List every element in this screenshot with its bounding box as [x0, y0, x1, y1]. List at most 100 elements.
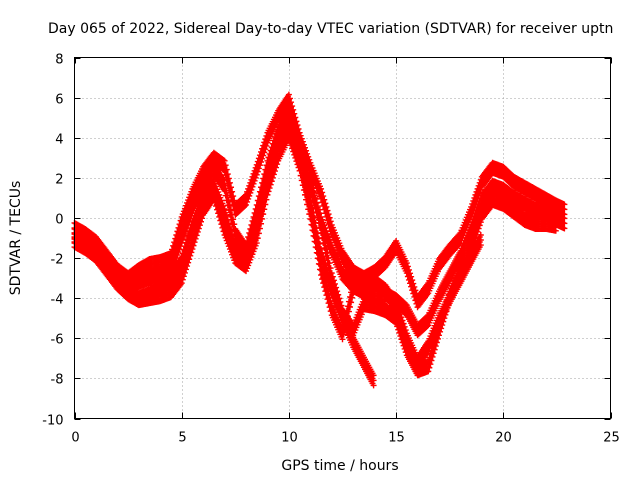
data-point — [290, 117, 297, 124]
data-point — [218, 211, 225, 218]
data-point — [403, 260, 410, 267]
data-point — [294, 151, 301, 158]
data-point — [273, 164, 280, 171]
data-point — [220, 218, 227, 225]
data-point — [262, 201, 269, 208]
data-point — [320, 193, 327, 200]
data-point — [222, 224, 229, 231]
data-point — [318, 219, 325, 226]
data-point — [325, 255, 332, 262]
data-point — [184, 263, 191, 270]
data-point — [313, 199, 320, 206]
data-point — [315, 209, 322, 216]
data-point — [244, 198, 251, 205]
data-point — [309, 179, 316, 186]
data-point — [291, 120, 298, 127]
data-point — [291, 141, 298, 148]
data-point — [303, 161, 310, 168]
data-point — [224, 171, 231, 178]
data-point — [261, 206, 268, 213]
data-point — [327, 265, 334, 272]
data-point — [299, 172, 306, 179]
data-point — [318, 246, 325, 253]
data-point — [187, 252, 194, 259]
data-point — [224, 192, 231, 199]
data-point — [289, 124, 296, 131]
data-point — [253, 171, 260, 178]
data-point — [252, 242, 259, 249]
data-point — [324, 230, 331, 237]
data-point — [176, 246, 183, 253]
data-point — [561, 206, 568, 213]
data-point — [220, 203, 227, 210]
data-point — [259, 155, 266, 162]
data-point — [225, 175, 232, 182]
data-point — [182, 266, 189, 273]
data-point — [197, 218, 204, 225]
data-point — [316, 214, 323, 221]
data-point — [433, 339, 440, 346]
data-point — [220, 156, 227, 163]
data-point — [243, 201, 250, 208]
data-point — [290, 127, 297, 134]
data-point — [223, 213, 230, 220]
data-point — [412, 287, 419, 294]
data-point — [402, 301, 409, 308]
data-point — [336, 295, 343, 302]
data-point — [320, 253, 327, 260]
data-point — [306, 201, 313, 208]
data-point — [307, 169, 314, 176]
data-point — [321, 235, 328, 241]
data-point — [407, 270, 414, 277]
data-point — [288, 110, 295, 117]
data-point — [182, 227, 189, 234]
data-point — [230, 234, 237, 241]
data-point — [196, 222, 203, 229]
data-point — [310, 222, 317, 229]
data-point — [322, 200, 329, 207]
data-point — [246, 192, 253, 199]
data-point — [223, 166, 230, 173]
data-point — [325, 233, 332, 240]
data-point — [225, 197, 232, 204]
data-point — [226, 236, 233, 243]
data-point — [215, 200, 222, 207]
data-point — [250, 248, 257, 255]
data-point — [258, 220, 265, 227]
data-point — [263, 142, 270, 149]
data-point — [300, 177, 307, 184]
data-point — [229, 188, 236, 195]
data-point — [296, 145, 303, 152]
data-point — [230, 244, 237, 251]
data-point — [303, 186, 310, 193]
data-point — [477, 219, 484, 226]
data-point — [285, 115, 292, 122]
data-point — [246, 259, 253, 266]
data-point — [294, 139, 301, 146]
data-point — [271, 168, 278, 175]
data-point — [222, 162, 229, 169]
data-point — [326, 260, 333, 267]
data-point — [192, 235, 199, 242]
data-point — [250, 180, 257, 187]
data-point — [330, 277, 337, 284]
data-point — [230, 193, 237, 200]
data-point — [301, 144, 308, 151]
data-point — [327, 218, 334, 225]
data-point — [244, 265, 251, 272]
data-point — [268, 178, 275, 185]
data-point — [292, 133, 299, 140]
data-point — [437, 328, 444, 335]
data-point — [318, 262, 325, 269]
data-point — [221, 205, 228, 212]
data-point — [199, 215, 206, 222]
data-point — [301, 181, 308, 188]
data-point — [245, 262, 252, 269]
data-point — [289, 135, 296, 142]
data-point — [265, 188, 272, 195]
data-point — [286, 118, 293, 125]
data-point — [477, 186, 484, 193]
data-point — [251, 214, 258, 221]
data-point — [326, 236, 333, 243]
data-point — [318, 267, 325, 274]
